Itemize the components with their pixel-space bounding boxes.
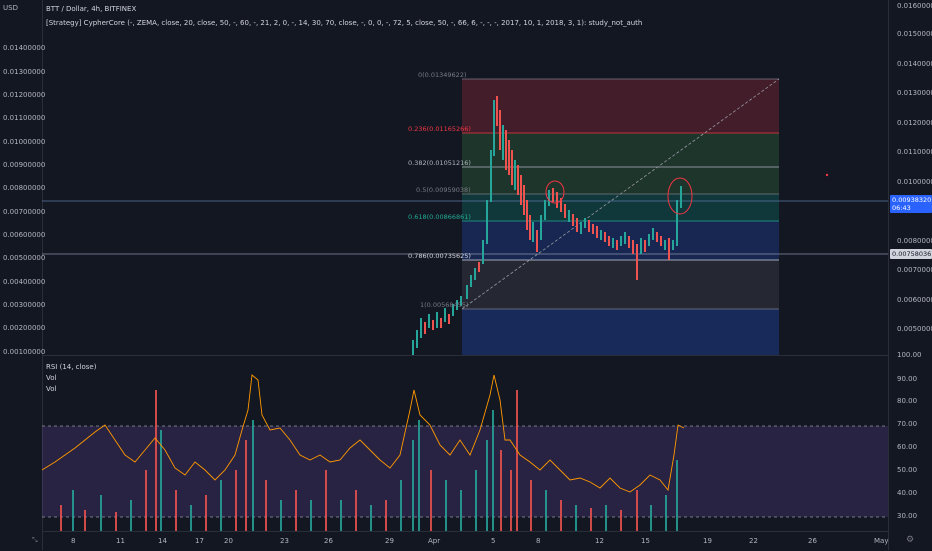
fib-zone-5-618 [462, 194, 779, 221]
date-tick: 15 [641, 537, 650, 545]
rsi-line [41, 374, 685, 493]
rsi-tick: 60.00 [897, 443, 918, 451]
strategy-legend[interactable]: [Strategy] CypherCore (-, ZEMA, close, 2… [46, 19, 643, 27]
date-tick: 5 [491, 537, 496, 545]
fib-zone-0-236 [462, 79, 779, 133]
right-tick: 0.00600000 [897, 296, 932, 304]
left-tick: 0.00700000 [3, 208, 46, 216]
date-tick: 26 [808, 537, 817, 545]
current-price-badge: 0.00938320 06:43 [890, 195, 932, 213]
fib-label-618: 0.618(0.00866861) [408, 213, 471, 221]
date-tick: 23 [280, 537, 289, 545]
date-tick: 12 [595, 537, 604, 545]
left-tick: 0.00100000 [3, 348, 46, 356]
right-tick: 0.01400000 [897, 60, 932, 68]
fib-label-786: 0.786(0.00735625) [408, 252, 471, 260]
date-tick: 8 [71, 537, 76, 545]
vol-legend-2[interactable]: Vol [46, 385, 57, 393]
fib-zone-786-1 [462, 260, 779, 309]
date-tick: 11 [116, 537, 125, 545]
marker-dot [825, 173, 829, 177]
symbol-legend[interactable]: BTT / Dollar, 4h, BITFINEX [46, 5, 137, 13]
date-tick: 22 [749, 537, 758, 545]
pane-divider[interactable] [42, 355, 888, 356]
currency-label: USD [3, 4, 18, 12]
left-tick: 0.00800000 [3, 184, 46, 192]
left-tick: 0.00600000 [3, 231, 46, 239]
fib-label-1: 1(0.00568455) [420, 301, 469, 309]
right-tick: 0.01200000 [897, 119, 932, 127]
zoom-icon[interactable]: ⤡ [32, 536, 38, 544]
rsi-tick: 100.00 [897, 351, 922, 359]
date-tick: 26 [324, 537, 333, 545]
volume-bars [60, 390, 678, 531]
annotation-circle-2 [667, 177, 693, 215]
date-tick: 20 [224, 537, 233, 545]
left-tick: 0.00400000 [3, 278, 46, 286]
left-tick: 0.01000000 [3, 138, 46, 146]
right-tick: 0.01000000 [897, 178, 932, 186]
rsi-tick: 80.00 [897, 397, 918, 405]
vol-legend-1[interactable]: Vol [46, 374, 57, 382]
right-tick: 0.00800000 [897, 237, 932, 245]
fib-label-0: 0(0.01349622) [418, 71, 467, 79]
fib-label-236: 0.236(0.01165266) [408, 125, 471, 133]
time-axis[interactable] [42, 531, 888, 551]
right-tick: 0.00500000 [897, 325, 932, 333]
rsi-tick: 90.00 [897, 375, 918, 383]
left-tick: 0.01200000 [3, 91, 46, 99]
right-tick: 0.01500000 [897, 30, 932, 38]
candles [412, 96, 682, 355]
gear-icon[interactable]: ⚙ [906, 535, 915, 545]
right-tick: 0.00700000 [897, 266, 932, 274]
left-tick: 0.01400000 [3, 44, 46, 52]
rsi-band [42, 426, 888, 517]
date-tick: 19 [703, 537, 712, 545]
fib-label-382: 0.382(0.01051216) [408, 159, 471, 167]
rsi-tick: 30.00 [897, 512, 918, 520]
left-tick: 0.00500000 [3, 254, 46, 262]
left-tick: 0.00300000 [3, 301, 46, 309]
left-tick: 0.00900000 [3, 161, 46, 169]
right-price-scale[interactable] [888, 0, 932, 550]
right-tick: 0.01100000 [897, 148, 932, 156]
date-tick: 14 [158, 537, 167, 545]
left-tick: 0.00200000 [3, 324, 46, 332]
date-tick: 17 [195, 537, 204, 545]
fib-label-5: 0.5(0.00959038) [416, 186, 471, 194]
date-tick: 29 [385, 537, 394, 545]
right-tick: 0.01300000 [897, 89, 932, 97]
right-tick: 0.01600000 [897, 2, 932, 10]
date-tick: May [874, 537, 889, 545]
annotation-circle-1 [545, 180, 565, 204]
rsi-tick: 40.00 [897, 489, 918, 497]
date-tick: Apr [428, 537, 441, 545]
date-tick: 8 [536, 537, 541, 545]
left-tick: 0.01300000 [3, 68, 46, 76]
fib-trend-line [461, 78, 780, 310]
fib-zone-1-ext [462, 309, 779, 355]
rsi-legend[interactable]: RSI (14, close) [46, 363, 97, 371]
left-price-scale[interactable]: USD 0.01400000 0.01300000 0.01200000 0.0… [0, 0, 46, 550]
left-tick: 0.01100000 [3, 114, 46, 122]
rsi-tick: 50.00 [897, 466, 918, 474]
rsi-tick: 70.00 [897, 420, 918, 428]
second-price-badge: 0.00758036 [890, 249, 932, 259]
